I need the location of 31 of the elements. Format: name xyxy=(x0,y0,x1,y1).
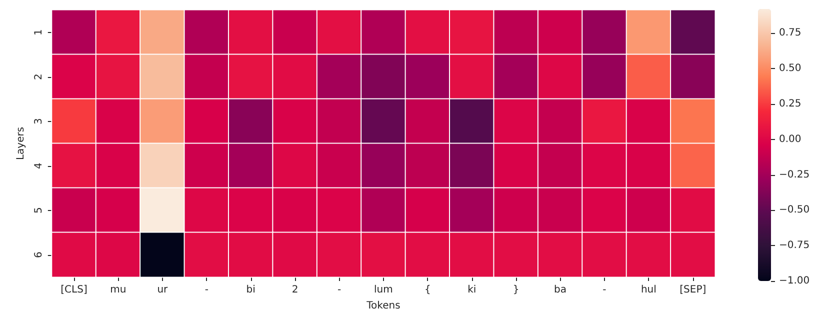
y-tick-label: 3 xyxy=(33,118,44,124)
x-tick-label: - xyxy=(602,284,607,296)
x-tick-label: - xyxy=(204,284,209,296)
y-tick-label: 6 xyxy=(33,252,44,258)
x-tick-label: ur xyxy=(157,284,169,296)
color-bar-label: 0.50 xyxy=(779,63,802,74)
x-tick-label: { xyxy=(424,284,431,296)
x-tick-label: hul xyxy=(640,284,656,296)
x-tick-label: mu xyxy=(110,284,126,296)
x-axis-title: Tokens xyxy=(366,300,400,312)
x-tick-label: ki xyxy=(468,284,476,296)
x-tick-label: } xyxy=(512,284,520,296)
x-tick-label: ba xyxy=(554,284,567,296)
y-tick-label: 4 xyxy=(33,162,44,169)
y-axis-title: Layers xyxy=(16,126,26,160)
x-tick-label: lum xyxy=(374,284,393,296)
color-bar-label: 0.25 xyxy=(779,98,802,110)
y-tick-label: 2 xyxy=(33,74,44,80)
color-bar-label: 0.00 xyxy=(779,134,802,145)
color-bar-label: −0.75 xyxy=(779,240,810,252)
color-bar-label: 0.75 xyxy=(779,28,802,39)
x-tick-label: - xyxy=(337,284,342,296)
x-tick-label: 2 xyxy=(292,284,298,296)
x-tick-label: bi xyxy=(246,284,256,296)
x-tick-label: [CLS] xyxy=(60,284,88,296)
color-bar-label: −1.00 xyxy=(779,276,810,286)
color-bar-label: −0.50 xyxy=(779,204,810,216)
y-tick-label: 1 xyxy=(33,29,44,36)
color-bar-label: −0.25 xyxy=(779,169,810,180)
x-tick-label: [SEP] xyxy=(680,284,706,296)
y-tick-label: 5 xyxy=(33,207,44,214)
